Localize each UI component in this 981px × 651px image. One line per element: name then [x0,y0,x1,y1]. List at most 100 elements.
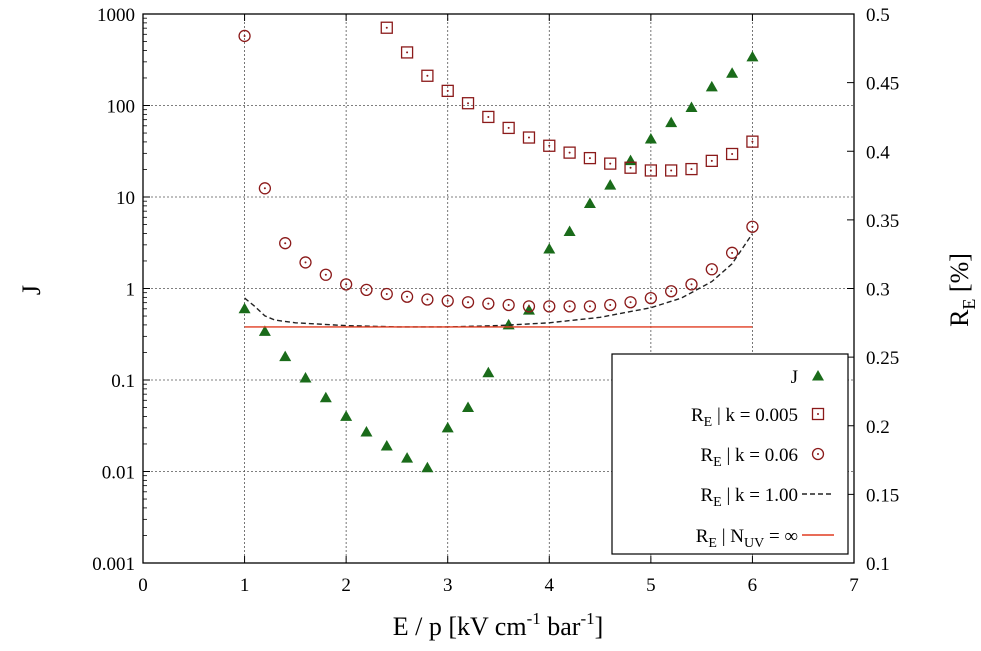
square-marker-outline [644,164,658,177]
x-tick-label: 7 [849,575,859,596]
data-point-J [624,154,637,166]
data-point-k0005 [380,21,393,34]
square-marker-dot [446,89,449,92]
y-right-axis-title: RE [%] [945,253,979,327]
data-point-k0005 [502,121,515,135]
data-point-J [238,302,251,314]
square-marker-outline [563,146,576,159]
data-point-k006 [543,300,556,313]
data-point-k0005 [563,146,576,159]
circle-marker-dot [446,299,449,302]
square-marker-dot [487,115,490,118]
circle-marker-dot [263,187,266,190]
data-point-k006 [604,298,617,312]
data-point-k006 [461,296,475,309]
series-layer [238,21,759,473]
data-point-J [258,325,271,336]
square-marker-dot [817,413,819,415]
data-point-J [583,197,596,208]
series-line-k100 [244,233,753,328]
y-right-tick-label: 0.3 [866,280,890,301]
circle-marker-dot [467,301,470,304]
square-marker-dot [527,136,530,139]
x-tick-label: 5 [646,575,656,596]
square-marker-outline [624,161,637,174]
square-marker-outline [583,151,597,165]
y-right-tick-label: 0.45 [866,74,899,95]
legend-label-4: RE | NUV = ∞ [696,526,798,551]
circle-marker-dot [751,225,754,228]
circle-marker-outline [705,263,718,276]
circle-marker-outline [360,283,373,297]
y-left-tick-label: 0.1 [111,371,135,392]
y-left-tick-label: 0.01 [102,463,135,484]
y-left-tick-label: 100 [107,97,136,118]
circle-marker-dot [710,268,713,271]
data-point-J [380,439,393,451]
data-point-J [299,372,312,383]
circle-marker-outline [563,300,576,313]
square-marker-dot [609,162,612,165]
square-marker-dot [710,159,713,162]
square-marker-dot [751,140,754,143]
circle-marker-outline [421,293,434,306]
series-1 [380,21,759,177]
square-marker-dot [690,168,693,171]
data-point-k006 [502,298,515,312]
square-marker-dot [406,51,409,54]
data-point-k006 [441,294,454,308]
circle-marker-dot [731,251,734,254]
series-2 [238,29,759,313]
y-left-axis-title: J [17,285,46,295]
x-axis-title: E / p [kV cm-1 bar-1] [393,609,604,641]
y-right-tick-label: 0.4 [866,142,890,163]
circle-marker-dot [426,298,429,301]
data-point-k0005 [441,84,454,98]
data-point-J [665,116,678,128]
legend-layer: J RE | k = 0.005 RE | k = 0.06 RE | k = 1.0… [611,353,849,555]
circle-marker-outline [279,237,292,250]
data-point-k006 [258,182,272,195]
data-point-k006 [400,290,414,303]
circle-marker-dot [345,283,348,286]
data-point-k006 [339,278,353,291]
square-marker-outline [543,139,556,152]
x-tick-label: 3 [443,575,453,596]
square-marker-outline [461,97,475,110]
y-left-tick-label: 1000 [97,5,135,26]
circle-marker-dot [649,297,652,300]
data-point-J [482,366,495,378]
circle-marker-outline [604,298,617,312]
data-point-k006 [279,237,292,250]
square-marker-outline [746,135,759,148]
circle-marker-dot [324,273,327,276]
circle-marker-outline [400,290,414,303]
circle-marker-dot [588,305,591,308]
data-point-k006 [665,285,678,298]
x-tick-label: 4 [545,575,555,596]
data-point-k0005 [644,164,658,177]
circle-marker-dot [507,303,510,306]
data-point-k0005 [543,139,556,152]
circle-marker-dot [284,242,287,245]
square-marker-outline [441,84,454,98]
tick-layer: 0 1 2 3 4 5 6 7 0.001 0.01 0.1 1 10 100 1000 0.1 0.15 0.2… [92,5,899,596]
legend-symbol-k006 [811,447,825,461]
data-point-k0005 [624,161,637,174]
data-point-k0005 [522,131,536,144]
square-marker-dot [568,151,571,154]
data-point-k006 [238,29,251,43]
circle-marker-dot [365,288,368,291]
square-marker-dot [629,166,632,169]
data-point-J [705,80,718,92]
circle-marker-outline [380,287,393,301]
legend-symbol-k0005 [811,407,825,421]
circle-marker-dot [243,34,246,37]
legend-label-1: RE | k = 0.005 [691,405,798,430]
data-point-k0005 [604,157,617,170]
circle-marker-outline [339,278,353,291]
legend-box [611,353,849,555]
data-point-J [340,410,353,421]
data-point-k006 [522,300,536,313]
